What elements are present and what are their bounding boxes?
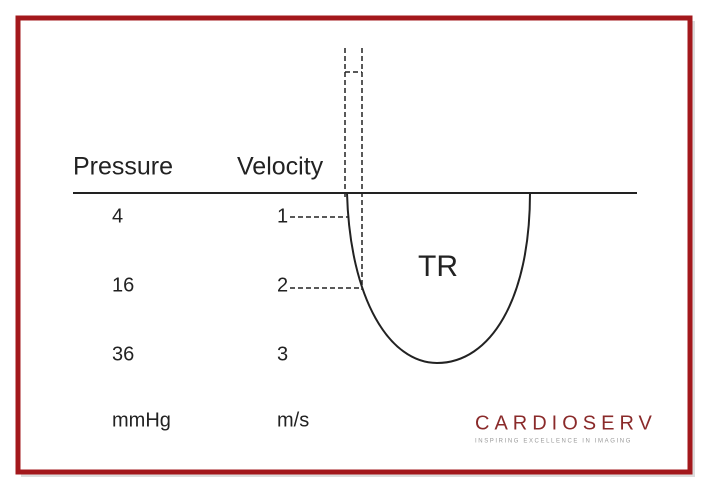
- pressure-header: Pressure: [73, 153, 173, 181]
- pressure-unit: mmHg: [112, 409, 171, 431]
- guide-lines: [290, 48, 363, 290]
- velocity-value: 3: [277, 343, 288, 365]
- velocity-header: Velocity: [237, 153, 324, 181]
- velocity-value: 2: [277, 274, 288, 296]
- curve-label: TR: [418, 250, 458, 283]
- pressure-value: 4: [112, 205, 123, 227]
- pressure-value: 36: [112, 343, 134, 365]
- logo-tagline: INSPIRING EXCELLENCE IN IMAGING: [475, 439, 632, 445]
- frame: [15, 15, 693, 475]
- logo-name: CARDIOSERV: [475, 412, 657, 434]
- tr-envelope: [346, 192, 531, 365]
- velocity-value: 1: [277, 205, 288, 227]
- velocity-unit: m/s: [277, 409, 309, 431]
- pressure-value: 16: [112, 274, 134, 296]
